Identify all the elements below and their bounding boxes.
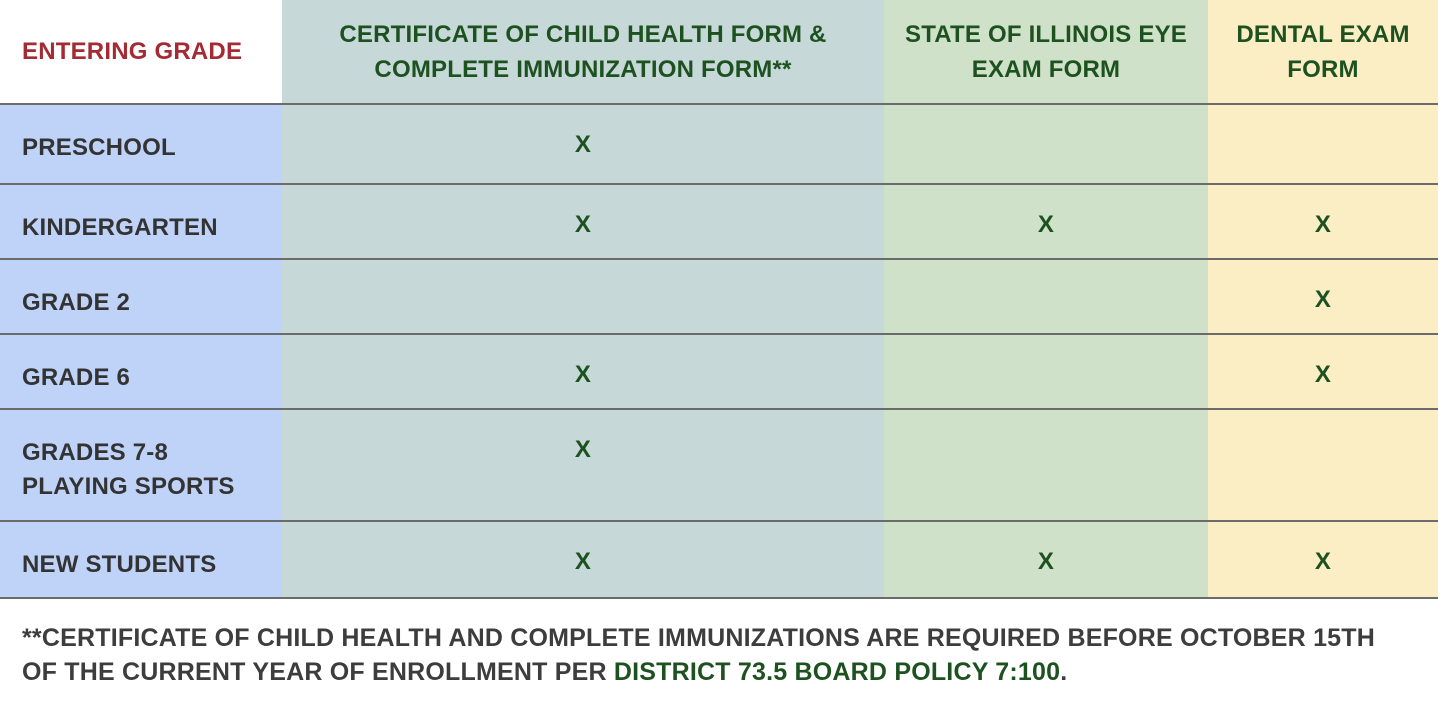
table-row-kindergarten: KINDERGARTEN X X X [0,184,1438,259]
row-label: GRADE 6 [0,334,282,409]
mark-cell [884,104,1208,184]
mark-cell [884,409,1208,521]
mark-cell [1208,104,1438,184]
mark-cell: X [1208,184,1438,259]
footnote: **CERTIFICATE OF CHILD HEALTH AND COMPLE… [0,621,1438,689]
immunization-requirements-table: ENTERING GRADE CERTIFICATE OF CHILD HEAL… [0,0,1438,598]
header-row: ENTERING GRADE CERTIFICATE OF CHILD HEAL… [0,0,1438,104]
mark-cell [1208,409,1438,521]
column-header-dental-exam-form: DENTAL EXAM FORM [1208,0,1438,104]
mark-cell: X [282,521,884,598]
mark-cell: X [282,104,884,184]
row-label: PRESCHOOL [0,104,282,184]
table-row-grade-2: GRADE 2 X [0,259,1438,334]
mark-cell: X [884,521,1208,598]
footnote-text: **CERTIFICATE OF CHILD HEALTH AND COMPLE… [22,624,1376,686]
mark-cell: X [282,184,884,259]
row-label: KINDERGARTEN [0,184,282,259]
mark-cell: X [884,184,1208,259]
mark-cell: X [1208,334,1438,409]
column-header-health-immunization-form: CERTIFICATE OF CHILD HEALTH FORM & COMPL… [282,0,884,104]
mark-cell: X [1208,259,1438,334]
column-header-eye-exam-form: STATE OF ILLINOIS EYE EXAM FORM [884,0,1208,104]
row-label: NEW STUDENTS [0,521,282,598]
column-header-entering-grade: ENTERING GRADE [0,0,282,104]
table-row-preschool: PRESCHOOL X [0,104,1438,184]
row-label: GRADE 2 [0,259,282,334]
board-policy-link[interactable]: DISTRICT 73.5 BOARD POLICY 7:100 [613,658,1061,686]
mark-cell: X [282,409,884,521]
mark-cell [884,259,1208,334]
footnote-period: . [1060,658,1068,686]
mark-cell: X [282,334,884,409]
table-row-grade-6: GRADE 6 X X [0,334,1438,409]
row-label: GRADES 7-8 PLAYING SPORTS [0,409,282,521]
table-row-grades-7-8-sports: GRADES 7-8 PLAYING SPORTS X [0,409,1438,521]
table-row-new-students: NEW STUDENTS X X X [0,521,1438,598]
mark-cell [282,259,884,334]
mark-cell: X [1208,521,1438,598]
mark-cell [884,334,1208,409]
